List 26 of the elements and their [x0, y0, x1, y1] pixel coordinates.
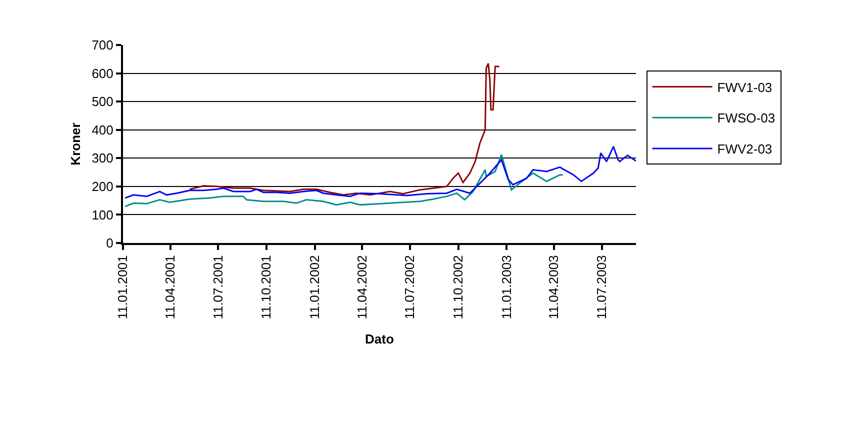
- y-tick-label: 300: [92, 150, 114, 166]
- x-tick-label: 11.04.2001: [162, 255, 178, 320]
- legend-label: FWV1-03: [717, 80, 772, 95]
- line-series: [124, 154, 564, 208]
- x-tick-label: 11.01.2003: [498, 255, 514, 320]
- line-series: [189, 62, 500, 196]
- x-tick-label: 11.07.2002: [402, 255, 418, 320]
- y-axis-title: Kroner: [68, 122, 84, 166]
- y-tick-label: 500: [92, 94, 114, 110]
- y-tick-label: 600: [92, 66, 114, 81]
- x-tick-label: 11.04.2003: [546, 255, 562, 320]
- y-tick-label: 100: [92, 207, 114, 222]
- x-axis-title: Dato: [365, 331, 394, 346]
- x-tick-label: 11.01.2002: [307, 255, 322, 320]
- y-tick-label: 200: [92, 178, 114, 194]
- x-tick-label: 11.07.2001: [210, 255, 226, 320]
- x-tick-label: 11.01.2001: [115, 255, 130, 320]
- legend-label: FWSO-03: [717, 110, 776, 126]
- legend-label: FWV2-03: [717, 142, 772, 157]
- y-tick-label: 700: [92, 38, 114, 53]
- x-tick-label: 11.10.2002: [450, 255, 466, 320]
- x-tick-label: 11.04.2002: [354, 255, 370, 320]
- y-tick-label: 0: [106, 236, 114, 251]
- x-tick-label: 11.07.2003: [594, 255, 610, 320]
- x-tick-label: 11.10.2001: [258, 255, 274, 320]
- y-tick-label: 400: [92, 122, 114, 138]
